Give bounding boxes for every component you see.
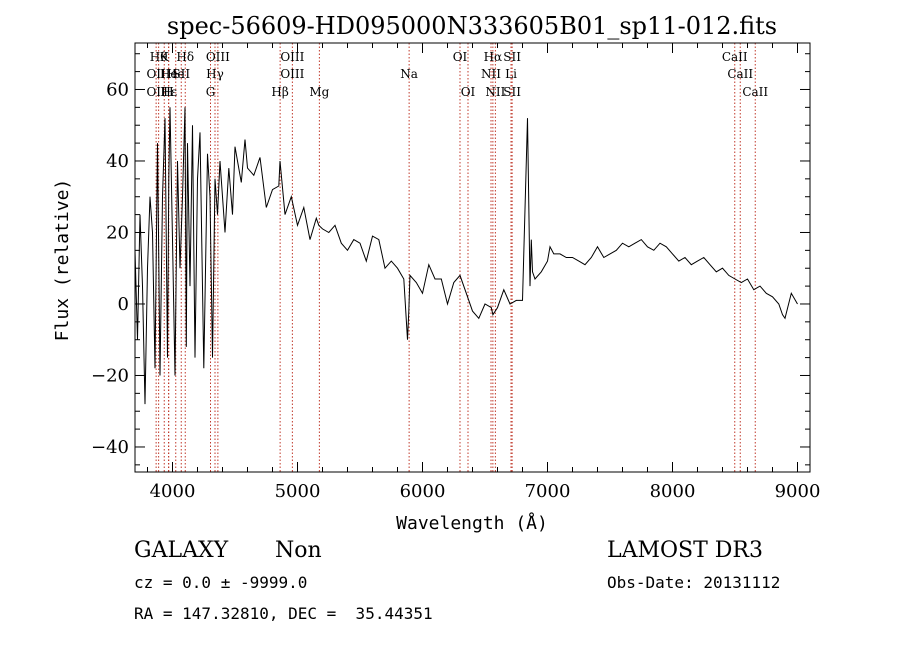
line-label: OI [453,50,468,64]
x-tick-label: 5000 [275,481,321,502]
y-tick-label: 20 [106,222,129,243]
line-label: NII [485,85,505,99]
line-label: Hγ [206,67,224,81]
x-axis-ticks: 4000 5000 6000 7000 8000 9000 [147,43,821,502]
line-label: He [160,67,178,81]
y-tick-label: −20 [91,365,129,386]
line-label: Hδ [176,50,194,64]
line-label: CaII [727,67,753,81]
line-label: OII [146,85,166,99]
x-tick-label: 6000 [400,481,446,502]
y-axis-label: Flux (relative) [52,179,73,342]
line-label: He [167,67,185,81]
line-label: Hα [484,50,503,64]
spectral-line-labels: OII OII Hθ He Hε He K H SII Hδ Hγ G OIII Hβ OIII OIII Mg… [146,50,768,99]
line-label: CaII [722,50,748,64]
line-label: OII [146,67,166,81]
line-label: SII [503,85,521,99]
x-tick-label: 7000 [525,481,571,502]
line-label: OI [461,85,476,99]
y-tick-label: −40 [91,437,129,458]
x-tick-label: 9000 [775,481,821,502]
line-label: SII [503,50,521,64]
line-label: Li [505,67,517,81]
line-label: OIII [280,50,304,64]
coordinates: RA = 147.32810, DEC = 35.44351 [134,604,433,623]
line-label: OIII [280,67,304,81]
line-label: Mg [309,85,329,99]
chart-title: spec-56609-HD095000N333605B01_sp11-012.f… [167,12,777,40]
y-tick-label: 60 [106,79,129,100]
object-subclass: Non [275,538,322,563]
spectrum-line-0 [134,107,798,405]
line-label: SII [172,67,190,81]
y-axis-ticks: −40 −20 0 20 40 60 [91,53,810,466]
x-tick-label: 4000 [150,481,196,502]
line-label: Hβ [271,85,288,99]
line-label: OIII [206,50,230,64]
line-label: H [163,85,173,99]
y-tick-label: 40 [106,151,129,172]
plot-frame [134,42,811,473]
observation-date: Obs-Date: 20131112 [607,573,781,592]
line-label: CaII [742,85,768,99]
line-label: Na [400,67,418,81]
redshift-value: cz = 0.0 ± -9999.0 [134,573,308,592]
line-label: K [160,50,170,64]
line-label: Hθ [150,50,168,64]
line-label: G [206,85,216,99]
object-class: GALAXY [134,538,229,563]
x-axis-label: Wavelength (Å) [396,512,548,534]
spectrum-series [134,107,798,405]
line-label: NII [481,67,501,81]
spectral-line-markers [155,43,756,472]
survey-name: LAMOST DR3 [607,538,763,563]
y-tick-label: 0 [118,294,129,315]
line-label: Hε [160,85,177,99]
x-tick-label: 8000 [650,481,696,502]
